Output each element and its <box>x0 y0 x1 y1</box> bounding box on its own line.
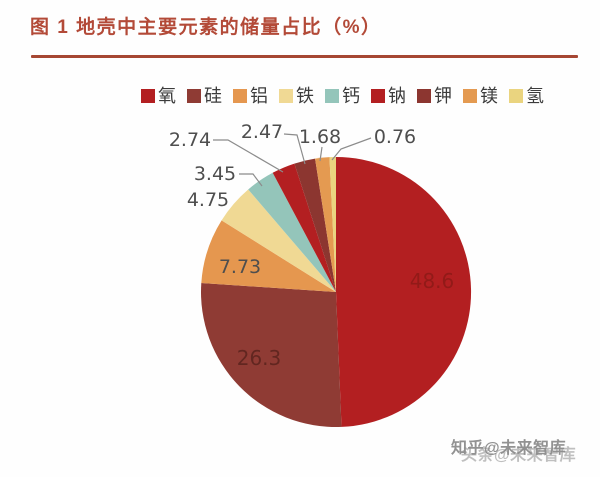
figure-title: 图 1 地壳中主要元素的储量占比（%） <box>30 17 382 38</box>
value-label-iron: 4.75 <box>187 189 229 211</box>
legend-swatch-oxygen <box>141 89 155 103</box>
pie-slice-sodium <box>272 163 336 292</box>
value-label-hydrogen: 0.76 <box>374 126 416 148</box>
legend-label-silicon: 硅 <box>204 86 222 106</box>
pie-slice-hydrogen <box>329 157 336 292</box>
legend-item-calcium: 钙 <box>325 87 360 105</box>
legend: 氧硅铝铁钙钠钾镁氢 <box>141 87 544 105</box>
leader-line-potassium <box>283 133 306 165</box>
value-label-aluminum: 7.73 <box>219 256 261 278</box>
legend-swatch-calcium <box>325 89 339 103</box>
legend-swatch-iron <box>279 89 293 103</box>
legend-item-oxygen: 氧 <box>141 87 176 105</box>
pie-slice-iron <box>221 189 336 292</box>
legend-label-aluminum: 铝 <box>250 86 268 106</box>
value-label-oxygen: 48.6 <box>410 269 455 293</box>
legend-label-magnesium: 镁 <box>480 86 498 106</box>
watermark-zhihu: 知乎@未来智库 <box>451 440 567 457</box>
legend-swatch-potassium <box>417 89 431 103</box>
legend-item-silicon: 硅 <box>187 87 222 105</box>
legend-swatch-hydrogen <box>509 89 523 103</box>
pie-slice-silicon <box>201 283 342 428</box>
value-label-sodium: 2.74 <box>169 129 211 151</box>
value-label-potassium: 2.47 <box>241 121 283 143</box>
legend-item-sodium: 钠 <box>371 87 406 105</box>
legend-item-hydrogen: 氢 <box>509 87 544 105</box>
leader-line-sodium <box>213 139 284 173</box>
legend-label-sodium: 钠 <box>388 86 406 106</box>
pie-slice-oxygen <box>336 156 472 427</box>
legend-item-iron: 铁 <box>279 87 314 105</box>
legend-label-potassium: 钾 <box>434 86 452 106</box>
legend-label-oxygen: 氧 <box>158 86 176 106</box>
pie-slice-magnesium <box>315 157 336 292</box>
legend-label-hydrogen: 氢 <box>526 86 544 106</box>
legend-item-aluminum: 铝 <box>233 87 268 105</box>
title-divider <box>31 55 578 58</box>
legend-swatch-silicon <box>187 89 201 103</box>
pie-slice-aluminum <box>201 220 336 292</box>
legend-swatch-aluminum <box>233 89 247 103</box>
legend-label-iron: 铁 <box>296 86 314 106</box>
legend-swatch-sodium <box>371 89 385 103</box>
leader-line-magnesium <box>319 146 323 162</box>
watermark-toutiao: 头条@未来智库 <box>461 447 577 464</box>
legend-label-calcium: 钙 <box>342 86 360 106</box>
value-label-magnesium: 1.68 <box>299 126 341 148</box>
legend-swatch-magnesium <box>463 89 477 103</box>
leader-line-hydrogen <box>331 137 372 161</box>
leader-line-calcium <box>239 173 263 187</box>
pie-slice-potassium <box>294 158 336 292</box>
value-label-silicon: 26.3 <box>237 346 282 370</box>
value-label-calcium: 3.45 <box>194 163 236 185</box>
legend-item-magnesium: 镁 <box>463 87 498 105</box>
legend-item-potassium: 钾 <box>417 87 452 105</box>
pie-slice-calcium <box>248 172 336 292</box>
